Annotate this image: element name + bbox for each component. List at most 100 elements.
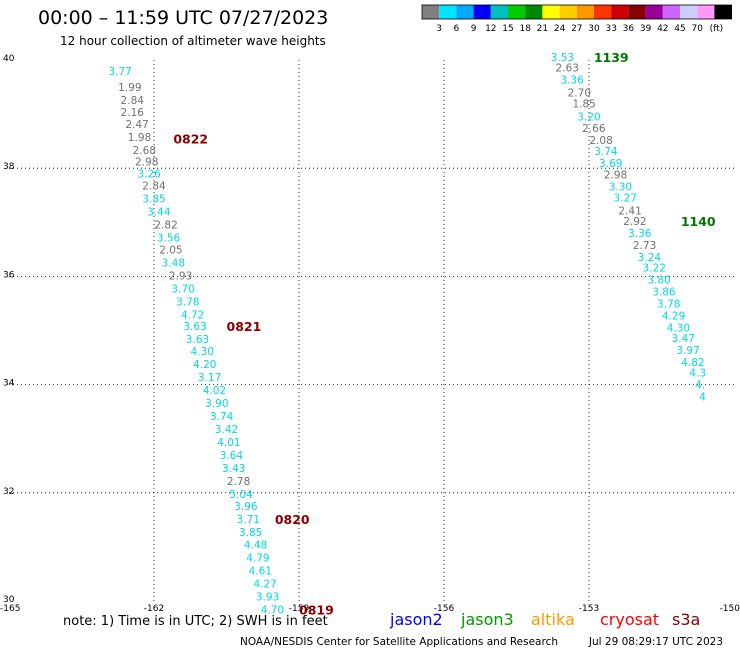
y-tick-label: 36 [3, 270, 15, 280]
swh-value-label: 3.78 [657, 298, 680, 310]
satellite-legend-cryosat: cryosat [600, 610, 659, 629]
swh-value-label: 4.61 [249, 566, 272, 578]
swh-value-label: 2.66 [582, 123, 606, 135]
satellite-legend-altika: altika [531, 610, 575, 629]
swh-value-label: 3.69 [599, 158, 622, 170]
chart-title: 00:00 – 11:59 UTC 07/27/2023 [38, 7, 328, 29]
swh-value-label: 3.53 [551, 52, 574, 64]
swh-value-label: 3.64 [220, 450, 244, 462]
swh-value-label: 3.27 [614, 192, 637, 204]
colorbar-tick-label: 45 [674, 24, 685, 34]
swh-value-label: 3.30 [609, 182, 632, 194]
swh-value-label: 4.79 [246, 553, 269, 565]
swh-value-label: 3.43 [222, 463, 245, 475]
colorbar-swatch [542, 5, 560, 19]
swh-value-label: 2.93 [169, 270, 192, 282]
swh-value-label: 1.99 [118, 82, 141, 94]
swh-value-label: 2.98 [604, 170, 627, 182]
x-tick-label: -162 [144, 604, 164, 614]
x-tick-label: -153 [579, 604, 599, 614]
colorbar-tick-label: 18 [519, 24, 531, 34]
swh-value-label: 4.29 [662, 310, 685, 322]
swh-value-label: 3.85 [142, 193, 165, 205]
swh-value-label: 2.73 [633, 240, 656, 252]
swh-value-label: 3.36 [560, 74, 584, 86]
colorbar-swatch [439, 5, 457, 19]
colorbar-swatch [422, 5, 440, 19]
footnote: note: 1) Time is in UTC; 2) SWH is in fe… [63, 614, 328, 629]
colorbar-tick-label: 42 [657, 24, 668, 34]
swh-value-label: 3.44 [147, 206, 171, 218]
y-tick-label: 38 [3, 162, 15, 172]
colorbar-swatch [473, 5, 491, 19]
colorbar-tick-label: 12 [485, 24, 496, 34]
swh-value-label: 4 [699, 392, 706, 404]
grid-lines [9, 60, 734, 601]
swh-value-label: 3.70 [171, 283, 194, 295]
swh-value-label: 4.01 [217, 437, 240, 449]
swh-value-label: 3.63 [186, 334, 209, 346]
colorbar-tick-label: 24 [554, 24, 566, 34]
colorbar-tick-label: 3 [436, 24, 442, 34]
swh-value-label: 2.68 [133, 145, 156, 157]
swh-value-label: 2.84 [142, 181, 166, 193]
colorbar-swatch [525, 5, 543, 19]
generated-timestamp: Jul 29 08:29:17 UTC 2023 [588, 636, 723, 648]
swh-value-label: 3.80 [647, 275, 670, 287]
swh-value-label: 2.41 [618, 205, 641, 217]
swh-value-label: 2.82 [154, 219, 177, 231]
colorbar-swatch [662, 5, 680, 19]
swh-value-label: 4.48 [244, 540, 267, 552]
swh-value-label: 3.86 [652, 287, 676, 299]
swh-value-label: 4.30 [191, 346, 214, 358]
pass-time-label: 0822 [173, 131, 208, 146]
pass-time-label: 0819 [299, 603, 334, 618]
swh-value-label: 3.93 [256, 592, 279, 604]
swh-value-label: 2.47 [125, 119, 148, 131]
colorbar-swatch [628, 5, 646, 19]
pass-time-label: 1139 [594, 50, 629, 65]
swh-value-label: 2.08 [589, 135, 612, 147]
colorbar-tick-label: 30 [588, 24, 600, 34]
colorbar-tick-label: 39 [640, 24, 652, 34]
colorbar-frame [421, 4, 733, 20]
swh-value-label: 3.63 [183, 321, 206, 333]
credit-line: NOAA/NESDIS Center for Satellite Applica… [240, 636, 558, 648]
swh-value-label: 3.78 [176, 296, 199, 308]
swh-value-label: 4.70 [261, 605, 284, 617]
colorbar-tick-label: 9 [471, 24, 477, 34]
swh-value-label: 2.78 [227, 476, 250, 488]
pass-time-label: 0821 [227, 319, 262, 334]
swh-value-label: 3.17 [198, 372, 221, 384]
swh-value-label: 3.36 [628, 228, 652, 240]
swh-value-label: 2.98 [135, 157, 158, 169]
swh-value-label: 3.74 [210, 411, 234, 423]
swh-value-label: 5.04 [229, 489, 253, 501]
swh-value-label: 2.84 [121, 95, 145, 107]
colorbar-tick-label: 33 [605, 24, 616, 34]
colorbar-tick-label: 27 [571, 24, 582, 34]
pass-time-label: 0820 [275, 512, 310, 527]
swh-value-label: 3.47 [672, 333, 695, 345]
colorbar-tick-label: 15 [502, 24, 513, 34]
colorbar-tick-label: 21 [537, 24, 548, 34]
swh-value-label: 3.56 [157, 232, 181, 244]
colorbar-tick-label: 36 [623, 24, 635, 34]
swh-value-label: 4.27 [253, 579, 276, 591]
colorbar-swatch [594, 5, 612, 19]
colorbar-tick-label: 6 [454, 24, 460, 34]
satellite-legend: jason2 jason3 altika cryosat s3a [389, 610, 700, 629]
swh-value-label: 3.26 [137, 169, 161, 181]
colorbar-swatch [456, 5, 474, 19]
swh-value-label: 4.3 [689, 368, 706, 380]
data-points: 3.771.992.842.162.471.982.682.983.262.84… [108, 52, 706, 617]
swh-value-label: 3.77 [108, 66, 131, 78]
colorbar-tick-label: 70 [691, 24, 703, 34]
chart-subtitle: 12 hour collection of altimeter wave hei… [60, 34, 326, 48]
swh-value-label: 3.24 [638, 252, 662, 264]
colorbar-swatch [611, 5, 629, 19]
x-tick-label: -150 [720, 604, 740, 614]
swh-value-label: 3.96 [234, 501, 258, 513]
colorbar-swatch [559, 5, 577, 19]
